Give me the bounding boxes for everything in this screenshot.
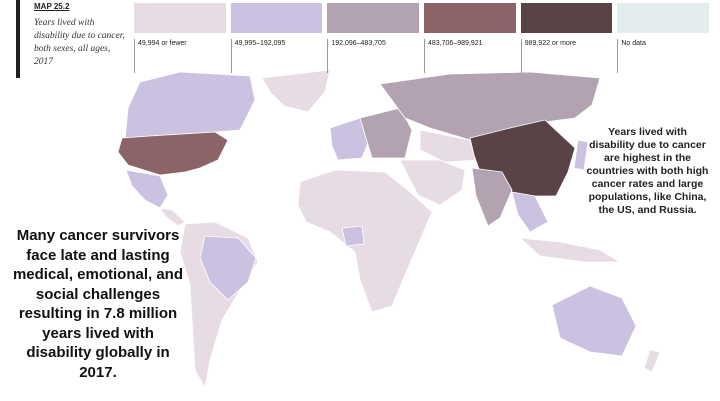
legend-label: 192,096–483,705 <box>327 39 386 73</box>
australia <box>551 285 637 357</box>
legend-label: 49,994 or fewer <box>134 39 187 73</box>
new-zealand <box>643 349 661 373</box>
legend-item: 49,995–192,095 <box>230 3 323 75</box>
legend-item: 989,922 or more <box>520 3 613 75</box>
legend-swatch <box>230 3 323 33</box>
india <box>471 167 513 227</box>
central-asia <box>419 129 479 163</box>
japan <box>573 139 589 171</box>
legend-label: 989,922 or more <box>520 39 576 73</box>
usa <box>117 131 229 176</box>
brazil <box>199 235 257 301</box>
southeast-asia <box>511 191 549 233</box>
africa <box>297 169 433 313</box>
legend-swatch <box>424 3 516 33</box>
legend-label: 483,706–989,921 <box>424 39 483 73</box>
legend-label: 49,995–192,095 <box>230 39 285 73</box>
legend-item: No data <box>617 3 710 75</box>
map-label: MAP 25.2 <box>34 2 70 11</box>
legend-swatch <box>520 3 613 33</box>
legend: 49,994 or fewer 49,995–192,095 192,096–483… <box>134 3 714 75</box>
nigeria <box>341 225 365 247</box>
mexico <box>125 169 169 209</box>
accent-bar <box>16 0 20 78</box>
legend-label: No data <box>617 39 646 73</box>
greenland <box>261 69 331 113</box>
russia <box>379 71 601 141</box>
central-america <box>159 207 186 227</box>
legend-swatch <box>327 3 420 33</box>
annotation: Many cancer survivors face late and last… <box>12 227 184 381</box>
legend-swatch <box>617 3 710 33</box>
legend-title: Years lived with disability due to cance… <box>34 18 125 67</box>
indonesia <box>518 237 622 263</box>
canada <box>124 71 256 141</box>
annotation: Years lived with disability due to cance… <box>586 126 709 216</box>
legend-item: 49,994 or fewer <box>134 3 226 75</box>
legend-item: 483,706–989,921 <box>424 3 516 75</box>
legend-item: 192,096–483,705 <box>327 3 420 75</box>
legend-swatch <box>134 3 226 33</box>
